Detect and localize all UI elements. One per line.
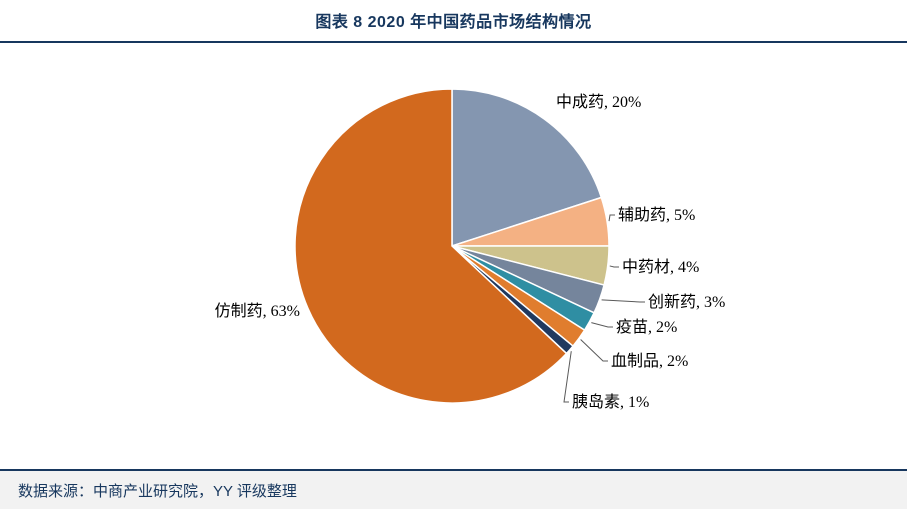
- source-note: 数据来源：中商产业研究院，YY 评级整理: [18, 482, 297, 500]
- leader-line-3: [601, 299, 645, 303]
- slice-label-5: 血制品, 2%: [611, 352, 688, 370]
- pie-slice-0: [451, 88, 603, 248]
- chart-header: 图表 8 2020 年中国药品市场结构情况: [0, 0, 907, 43]
- slice-label-6: 胰岛素, 1%: [572, 393, 649, 411]
- slice-label-2: 中药材, 4%: [622, 258, 699, 276]
- chart-title: 图表 8 2020 年中国药品市场结构情况: [315, 14, 592, 31]
- leader-line-4: [591, 322, 613, 328]
- chart-footer: 数据来源：中商产业研究院，YY 评级整理: [0, 469, 907, 509]
- slice-label-4: 疫苗, 2%: [616, 318, 677, 336]
- source-bar: 数据来源：中商产业研究院，YY 评级整理: [0, 471, 907, 509]
- leader-line-2: [609, 265, 619, 268]
- slice-label-0: 中成药, 20%: [556, 93, 641, 111]
- header-divider: [0, 41, 907, 43]
- pie-chart-svg: 中成药, 20% 辅助药, 5% 中药材, 4% 创新药, 3% 疫苗, 2% 血制品, …: [215, 88, 725, 411]
- slice-label-7: 仿制药, 63%: [215, 302, 300, 320]
- footer-divider: [0, 469, 907, 471]
- pie-slice-7: [294, 88, 568, 404]
- slice-label-3: 创新药, 3%: [648, 293, 725, 311]
- leader-line-1: [608, 214, 615, 222]
- slice-label-1: 辅助药, 5%: [618, 206, 695, 224]
- leader-line-5: [580, 339, 608, 362]
- leader-line-6: [563, 351, 572, 403]
- pie-chart: 中成药, 20% 辅助药, 5% 中药材, 4% 创新药, 3% 疫苗, 2% 血制品, …: [0, 43, 907, 469]
